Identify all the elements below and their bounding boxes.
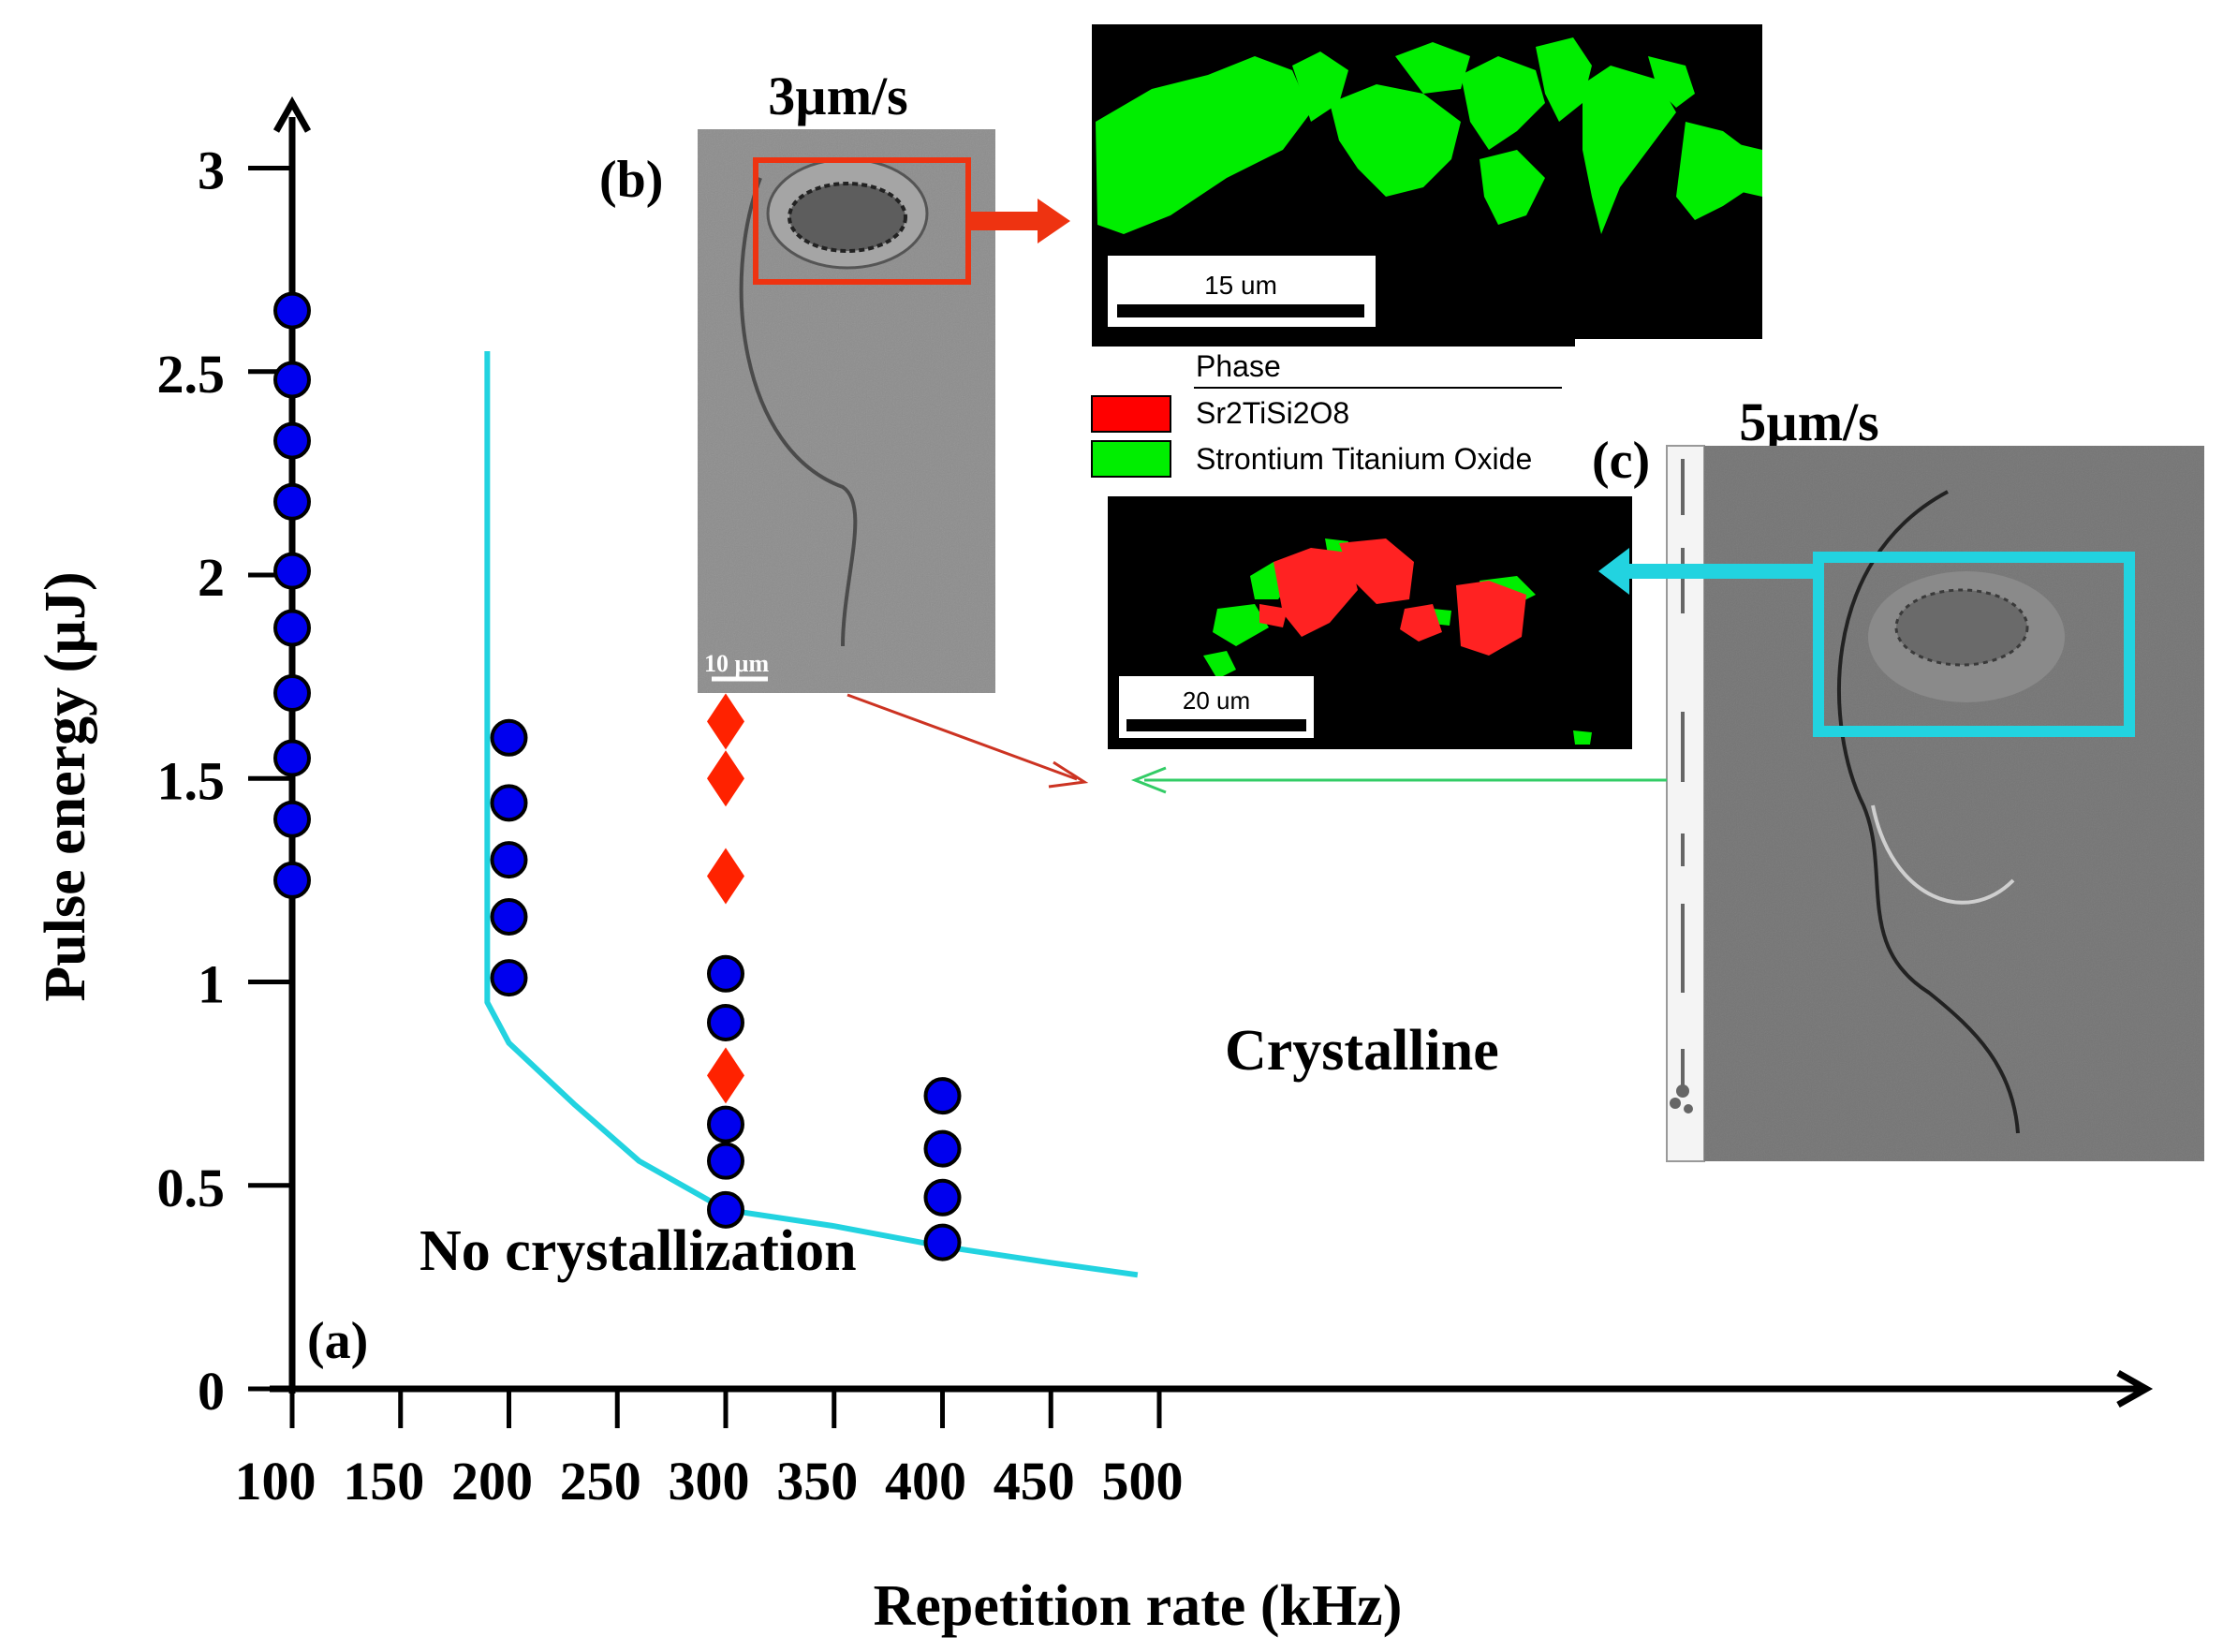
- data-point-circle: [923, 1077, 962, 1115]
- x-tick-label: 200: [451, 1451, 533, 1512]
- x-tick-label: 500: [1102, 1451, 1184, 1512]
- phase-map-bottom-red: [1259, 538, 1526, 656]
- phase-map-bottom: 20 um: [1108, 496, 1632, 749]
- sem-c-halo: [1871, 804, 2015, 905]
- data-point-circle: [490, 959, 528, 997]
- x-ticks: 100 150 200 250 300 350 400 450 500: [235, 1389, 1184, 1512]
- data-point-circle: [273, 800, 311, 838]
- y-tick-label: 0: [198, 1361, 225, 1422]
- red-pointer-line: [847, 693, 1078, 781]
- y-axis-label: Pulse energy (µJ): [34, 571, 97, 1001]
- y-tick-label: 1.5: [157, 750, 226, 811]
- sem-b-track: [739, 177, 858, 647]
- sem-c-crystals: [1894, 588, 2029, 667]
- data-point-circle: [273, 609, 311, 647]
- data-point-circle: [273, 861, 311, 899]
- data-point-circle: [490, 718, 528, 757]
- axes: 100 150 200 250 300 350 400 450 500 0 0.5 1 1.5 2 2.5…: [157, 96, 2154, 1512]
- legend-label-red: Sr2TiSi2O8: [1196, 396, 1349, 430]
- data-point-circle: [707, 1190, 744, 1229]
- x-tick-label: 450: [994, 1451, 1075, 1512]
- sem-c-strip-text: [1670, 459, 1693, 1114]
- phase-map-top: 15 um: [1092, 24, 1762, 350]
- x-tick-label: 100: [235, 1451, 317, 1512]
- sem-c-track: [1836, 490, 2020, 1134]
- arrow-c-to-phase-map: [1598, 548, 1818, 595]
- phase-map-top-mask: [1575, 339, 1762, 350]
- y-tick-label: 2.5: [157, 344, 226, 405]
- phase-map-bottom-scale-bar: [1126, 719, 1306, 731]
- inset-b: 3µm/s (b) 10 µm: [599, 66, 1070, 693]
- y-tick-label: 2: [198, 547, 225, 608]
- data-point-diamond: [707, 848, 744, 905]
- sem-b-crystals: [788, 182, 907, 253]
- arrow-b-to-phase-map: [970, 199, 1070, 243]
- inset-b-speed: 3µm/s: [768, 66, 907, 126]
- legend-label-green: Strontium Titanium Oxide: [1196, 442, 1532, 476]
- data-point-circle: [707, 1003, 744, 1041]
- data-point-circle: [490, 897, 528, 936]
- x-axis-label: Repetition rate (kHz): [874, 1574, 1403, 1638]
- phase-map-top-scale-label: 15 um: [1204, 271, 1277, 300]
- legend-title: Phase: [1196, 349, 1281, 383]
- x-axis-arrow: [2116, 1369, 2154, 1409]
- data-point-circle: [923, 1178, 962, 1217]
- x-tick-label: 350: [776, 1451, 858, 1512]
- phase-map-bottom-green: [1203, 538, 1592, 745]
- pointer-arrows: [847, 693, 1667, 794]
- panel-a-label: (a): [307, 1312, 368, 1370]
- data-point-circle: [273, 482, 311, 521]
- data-point-circle: [273, 674, 311, 713]
- phase-map-bottom-scale-label: 20 um: [1183, 686, 1250, 715]
- data-point-circle: [273, 552, 311, 590]
- phase-boundary-curve: [484, 351, 1139, 1278]
- inset-b-label: (b): [599, 151, 663, 209]
- y-ticks: 0 0.5 1 1.5 2 2.5 3: [157, 140, 292, 1422]
- data-point-circle: [923, 1223, 962, 1261]
- phase-map-top-scale-bar: [1117, 304, 1364, 317]
- data-points: [273, 291, 962, 1261]
- y-tick-label: 0.5: [157, 1158, 226, 1218]
- data-point-diamond: [707, 693, 744, 750]
- y-tick-label: 3: [198, 140, 225, 201]
- y-tick-label: 1: [198, 954, 225, 1015]
- legend-swatch-red: [1091, 395, 1171, 433]
- inset-c-speed: 5µm/s: [1739, 391, 1878, 452]
- no-crystallization-label: No crystallization: [420, 1219, 857, 1283]
- x-tick-label: 400: [885, 1451, 966, 1512]
- x-tick-label: 150: [343, 1451, 424, 1512]
- data-point-diamond: [707, 750, 744, 807]
- data-point-circle: [923, 1129, 962, 1168]
- data-point-circle: [490, 784, 528, 822]
- sem-image-c-strip: [1666, 445, 1705, 1162]
- x-tick-label: 300: [669, 1451, 750, 1512]
- phase-legend: Phase Sr2TiSi2O8 Strontium Titanium Oxid…: [1091, 349, 1562, 478]
- data-point-circle: [707, 954, 744, 993]
- data-point-diamond: [707, 1047, 744, 1104]
- y-axis-arrow: [272, 96, 312, 133]
- phase-map-top-green: [1096, 37, 1762, 234]
- inset-c: 5µm/s (c): [1592, 391, 2204, 1162]
- inset-c-label: (c): [1592, 432, 1650, 490]
- sem-c-highlight-box: [1813, 552, 2135, 737]
- red-pointer-head: [1048, 760, 1089, 789]
- data-point-circle: [707, 1105, 744, 1143]
- green-pointer-head: [1130, 766, 1167, 794]
- x-tick-label: 250: [560, 1451, 641, 1512]
- data-point-circle: [490, 841, 528, 879]
- legend-swatch-green: [1091, 440, 1171, 478]
- sem-b-scale-label: 10 µm: [704, 650, 769, 677]
- data-point-circle: [273, 361, 311, 399]
- crystalline-label: Crystalline: [1225, 1019, 1499, 1083]
- data-point-circle: [273, 421, 311, 460]
- data-point-circle: [273, 291, 311, 330]
- data-point-circle: [707, 1142, 744, 1180]
- data-point-circle: [273, 739, 311, 777]
- sem-b-highlight-box: [753, 157, 971, 285]
